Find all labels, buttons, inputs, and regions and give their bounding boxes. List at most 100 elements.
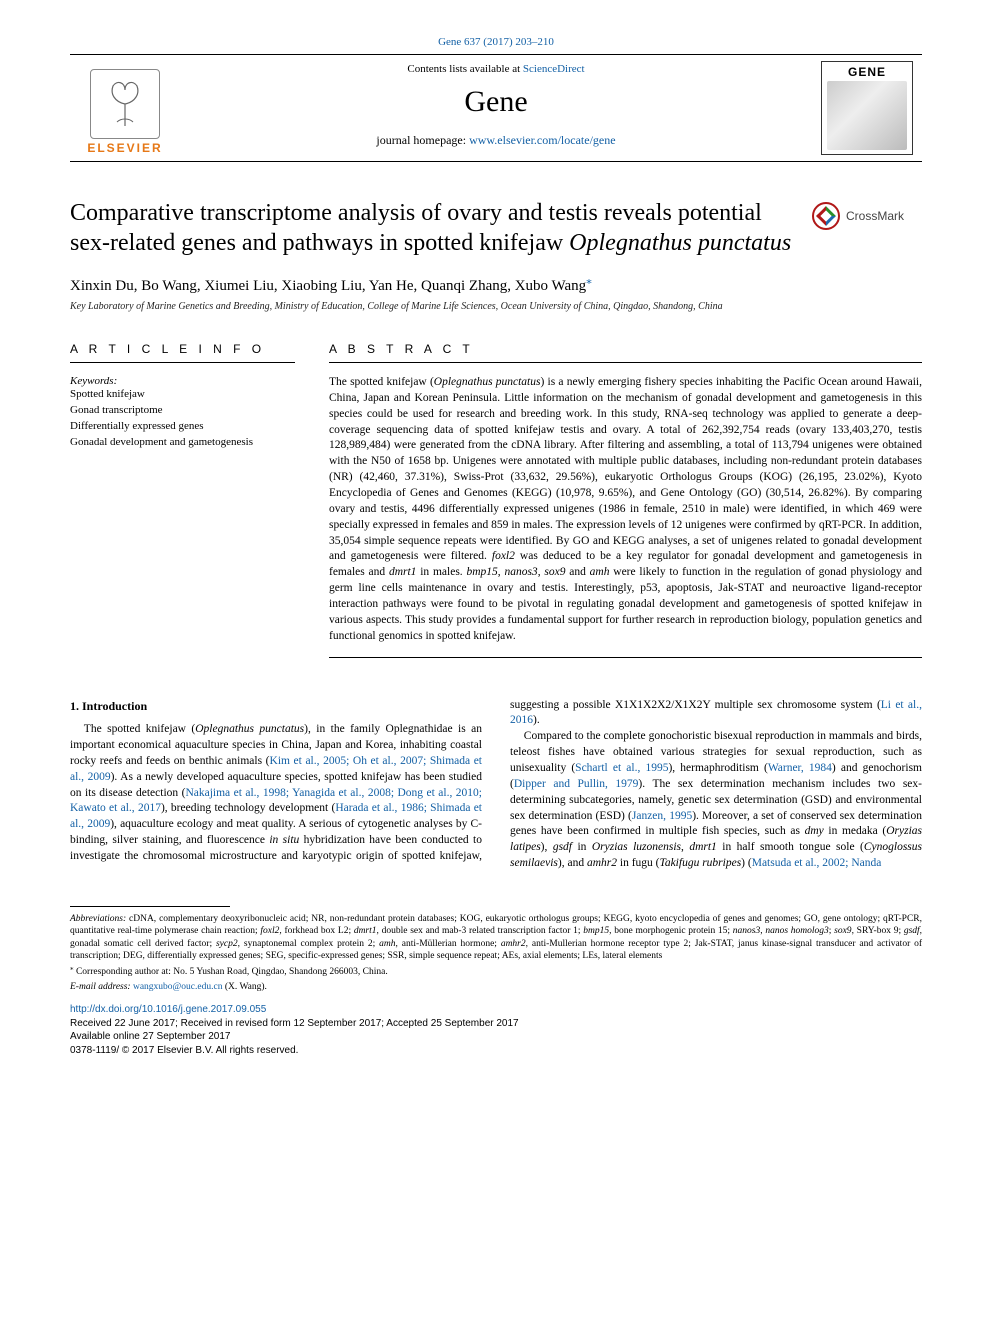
journal-homepage-line: journal homepage: www.elsevier.com/locat… (186, 133, 806, 148)
journal-homepage-link[interactable]: www.elsevier.com/locate/gene (469, 133, 616, 147)
doi-block: http://dx.doi.org/10.1016/j.gene.2017.09… (70, 1003, 922, 1057)
footnote-italic: gsdf (904, 926, 920, 936)
abstract-italic: sox9 (544, 566, 565, 578)
corresponding-email-link[interactable]: wangxubo@ouc.edu.cn (133, 982, 222, 992)
info-abstract-row: A R T I C L E I N F O Keywords: Spotted … (70, 342, 922, 658)
body-span: in fugu ( (617, 857, 659, 869)
header-citation: Gene 637 (2017) 203–210 (70, 36, 922, 48)
footnote-span: (X. Wang). (222, 982, 266, 992)
sciencedirect-link[interactable]: ScienceDirect (523, 63, 585, 75)
footnote-span: , bone morphogenic protein 15; (609, 926, 733, 936)
gene-cover-art (827, 81, 907, 150)
abstract-italic: nanos3 (504, 566, 537, 578)
footnote-span: Corresponding author at: No. 5 Yushan Ro… (74, 968, 388, 978)
body-span: in medaka ( (824, 825, 886, 837)
ref-link[interactable]: Dipper and Pullin, 1979 (514, 778, 639, 790)
footnote-italic: amh (379, 939, 395, 949)
crossmark-label: CrossMark (846, 209, 904, 223)
abstract-span: and (565, 566, 589, 578)
body-italic: Oryzias luzonensis (592, 841, 681, 853)
footnote-italic: foxl2 (260, 926, 279, 936)
keywords-heading: Keywords: (70, 375, 295, 387)
footnote-separator (70, 906, 230, 907)
keyword-item: Gonadal development and gametogenesis (70, 435, 295, 451)
footnote-italic: dmrt1 (354, 926, 377, 936)
email-footnote: E-mail address: wangxubo@ouc.edu.cn (X. … (70, 981, 922, 993)
abbreviations-footnote: Abbreviations: cDNA, complementary deoxy… (70, 913, 922, 962)
abstract-block: A B S T R A C T The spotted knifejaw (Op… (329, 342, 922, 658)
crossmark-icon (812, 202, 840, 230)
section-heading-introduction: 1. Introduction (70, 698, 482, 715)
body-span: in (572, 841, 592, 853)
contents-prefix: Contents lists available at (407, 63, 522, 75)
body-span: ), breeding technology development ( (161, 802, 335, 814)
copyright-line: 0378-1119/ © 2017 Elsevier B.V. All righ… (70, 1044, 922, 1058)
footnote-italic: bmp15 (583, 926, 609, 936)
footnote-italic: Abbreviations: (70, 914, 126, 924)
abstract-italic: Oplegnathus punctatus (434, 376, 541, 388)
elsevier-logo: ELSEVIER (70, 59, 180, 157)
keyword-item: Gonad transcriptome (70, 403, 295, 419)
footnote-italic: nanos homolog3 (765, 926, 828, 936)
body-italic: dmrt1 (689, 841, 716, 853)
affiliation: Key Laboratory of Marine Genetics and Br… (70, 301, 922, 312)
ref-link[interactable]: Schartl et al., 1995 (575, 762, 668, 774)
abstract-span: The spotted knifejaw ( (329, 376, 434, 388)
body-span: ), hermaphroditism ( (668, 762, 767, 774)
footnote-italic: nanos3 (733, 926, 760, 936)
body-span: ), and (558, 857, 587, 869)
journal-masthead: ELSEVIER Contents lists available at Sci… (70, 54, 922, 162)
footnotes: Abbreviations: cDNA, complementary deoxy… (70, 913, 922, 993)
keyword-item: Differentially expressed genes (70, 419, 295, 435)
body-span: ). (533, 714, 540, 726)
footnote-span: , synaptonemal complex protein 2; (238, 939, 380, 949)
citation-link[interactable]: Gene 637 (2017) 203–210 (438, 36, 554, 48)
authors-line: Xinxin Du, Bo Wang, Xiumei Liu, Xiaobing… (70, 274, 922, 295)
abstract-span: ) is a newly emerging fishery species in… (329, 376, 922, 562)
abstract-text: The spotted knifejaw (Oplegnathus puncta… (329, 375, 922, 645)
body-italic: Takifugu rubripes (659, 857, 741, 869)
body-span: ) ( (741, 857, 752, 869)
doi-link[interactable]: http://dx.doi.org/10.1016/j.gene.2017.09… (70, 1004, 266, 1015)
article-title-block: Comparative transcriptome analysis of ov… (70, 198, 922, 258)
ref-link[interactable]: Warner, 1984 (768, 762, 832, 774)
footnote-italic: sox9 (834, 926, 851, 936)
journal-title: Gene (186, 85, 806, 119)
tree-icon (95, 74, 155, 134)
keyword-item: Spotted knifejaw (70, 387, 295, 403)
body-italic: dmy (805, 825, 824, 837)
body-span: ), (541, 841, 553, 853)
body-paragraph: Compared to the complete gonochoristic b… (510, 729, 922, 872)
article-body: 1. Introduction The spotted knifejaw (Op… (70, 698, 922, 872)
article-title: Comparative transcriptome analysis of ov… (70, 198, 802, 258)
footnote-span: , double sex and mab-3 related transcrip… (377, 926, 584, 936)
body-span: The spotted knifejaw ( (84, 723, 195, 735)
homepage-prefix: journal homepage: (376, 133, 469, 147)
authors-names: Xinxin Du, Bo Wang, Xiumei Liu, Xiaobing… (70, 278, 586, 294)
ref-link[interactable]: Janzen, 1995 (632, 810, 692, 822)
abstract-italic: dmrt1 (389, 566, 416, 578)
ref-link[interactable]: Matsuda et al., 2002; Nanda (752, 857, 882, 869)
article-info-heading: A R T I C L E I N F O (70, 342, 295, 363)
footnote-span: , SRY-box 9; (852, 926, 904, 936)
elsevier-tree-icon (90, 69, 160, 139)
corresponding-marker-link[interactable]: ⁎ (586, 275, 592, 287)
gene-cover-box: GENE (821, 61, 913, 155)
footnote-italic: amhr2 (501, 939, 526, 949)
abstract-italic: bmp15 (466, 566, 497, 578)
crossmark-badge[interactable]: CrossMark (812, 202, 922, 230)
body-span: in half smooth tongue sole ( (717, 841, 864, 853)
article-title-species: Oplegnathus punctatus (569, 230, 791, 256)
footnote-italic: sycp2 (216, 939, 238, 949)
body-italic: Oplegnathus punctatus (195, 723, 304, 735)
footnote-italic: E-mail address: (70, 982, 131, 992)
article-info-block: A R T I C L E I N F O Keywords: Spotted … (70, 342, 295, 658)
masthead-center: Contents lists available at ScienceDirec… (180, 59, 812, 157)
elsevier-wordmark: ELSEVIER (87, 141, 162, 155)
body-italic: amhr2 (587, 857, 617, 869)
footnote-span: , anti-Müllerian hormone; (396, 939, 501, 949)
received-dates: Received 22 June 2017; Received in revis… (70, 1017, 922, 1031)
body-italic: gsdf (553, 841, 572, 853)
abstract-italic: amh (590, 566, 610, 578)
abstract-bottom-rule (329, 657, 922, 658)
